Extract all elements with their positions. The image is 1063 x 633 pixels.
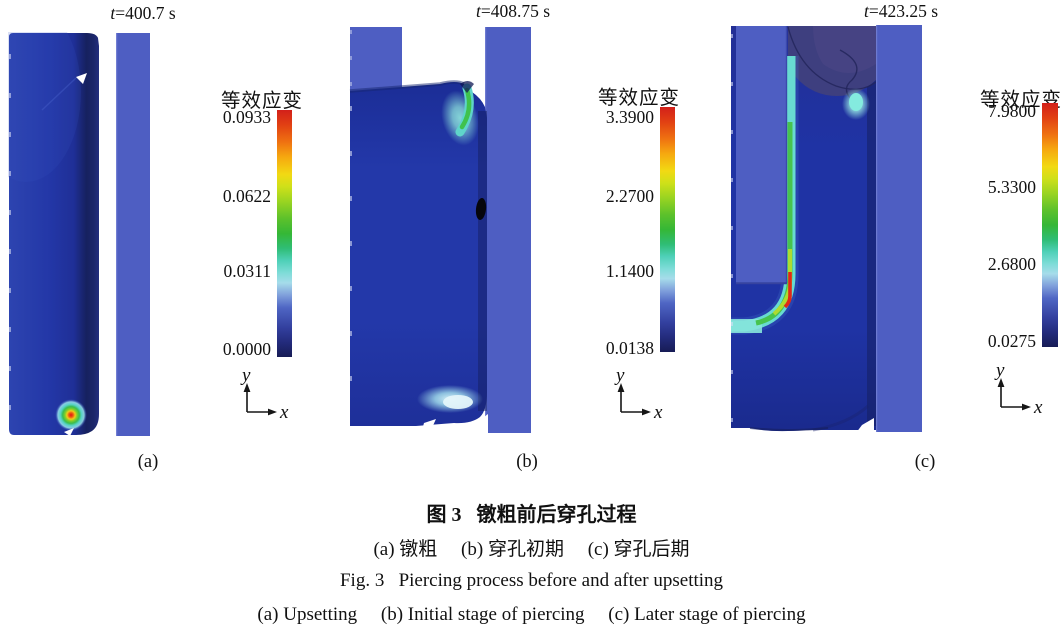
time-label-c: t=423.25 s: [864, 1, 938, 22]
panel-label-a: (a): [137, 452, 159, 472]
workpiece-b: [349, 30, 488, 433]
time-variable: t: [863, 1, 869, 21]
time-label-a: t=400.7 s: [110, 3, 175, 24]
simulation-plot-c: [731, 25, 922, 433]
colorbar-tick: 5.3300: [987, 177, 1036, 197]
time-label-b: t=408.75 s: [476, 1, 550, 22]
time-variable: t: [475, 1, 481, 21]
simulation-plot-a: [8, 32, 150, 436]
time-variable: t: [110, 3, 116, 23]
colorbar-a: [277, 110, 292, 357]
colorbar-tick: 0.0275: [987, 331, 1036, 351]
caption-title-en: Fig. 3 Piercing process before and after…: [339, 570, 724, 591]
caption-title-zh: 图 3 镦粗前后穿孔过程: [426, 504, 637, 526]
y-axis-label: y: [614, 366, 625, 386]
void-defect-b: [475, 198, 487, 220]
x-axis-label: x: [1033, 397, 1043, 415]
simulation-plot-b: [349, 27, 531, 433]
y-axis-label: y: [994, 361, 1005, 381]
panel-label-c: (c): [914, 452, 936, 472]
workpiece-a: [8, 32, 99, 436]
colorbar-tick: 0.0138: [605, 338, 654, 358]
colorbar-tick: 0.0622: [222, 186, 271, 206]
strain-hotspot-a: [55, 399, 87, 431]
colorbar-b: [660, 107, 675, 352]
time-value: =408.75 s: [480, 1, 551, 21]
time-value: =423.25 s: [868, 1, 939, 21]
y-axis-label: y: [240, 366, 251, 386]
time-value: =400.7 s: [115, 3, 176, 23]
panel-label-b: (b): [516, 452, 538, 472]
x-axis-label: x: [653, 402, 663, 420]
colorbar-title-c: 等效应变: [979, 90, 1063, 111]
crack-notch-a: [76, 73, 87, 84]
axis-indicator-icon: y x: [614, 366, 663, 420]
tool-bar-a: [115, 33, 150, 436]
colorbar-tick: 0.0933: [222, 107, 271, 127]
caption-subtitle-en: (a) Upsetting (b) Initial stage of pierc…: [257, 604, 806, 625]
colorbar-tick: 0.0000: [222, 339, 271, 359]
punch-bar-c: [736, 26, 788, 285]
die-bar-b: [485, 27, 531, 433]
colorbar-tick: 0.0311: [223, 261, 271, 281]
shear-band-c: [731, 56, 799, 335]
colorbar-tick: 3.3900: [605, 107, 654, 127]
axis-indicator-icon: y x: [994, 361, 1043, 415]
axis-indicator-icon: y x: [240, 366, 289, 420]
caption-subtitle-zh: (a) 镦粗 (b) 穿孔初期 (c) 穿孔后期: [373, 539, 690, 560]
colorbar-tick: 2.2700: [605, 186, 654, 206]
colorbar-tick: 1.1400: [605, 261, 654, 281]
colorbar-c: [1042, 103, 1058, 347]
x-axis-label: x: [279, 402, 289, 420]
colorbar-title-a: 等效应变: [220, 91, 304, 112]
colorbar-tick: 2.6800: [987, 254, 1036, 274]
colorbar-tick: 7.9800: [987, 101, 1036, 121]
die-bar-c: [876, 25, 922, 432]
colorbar-title-b: 等效应变: [597, 88, 681, 109]
